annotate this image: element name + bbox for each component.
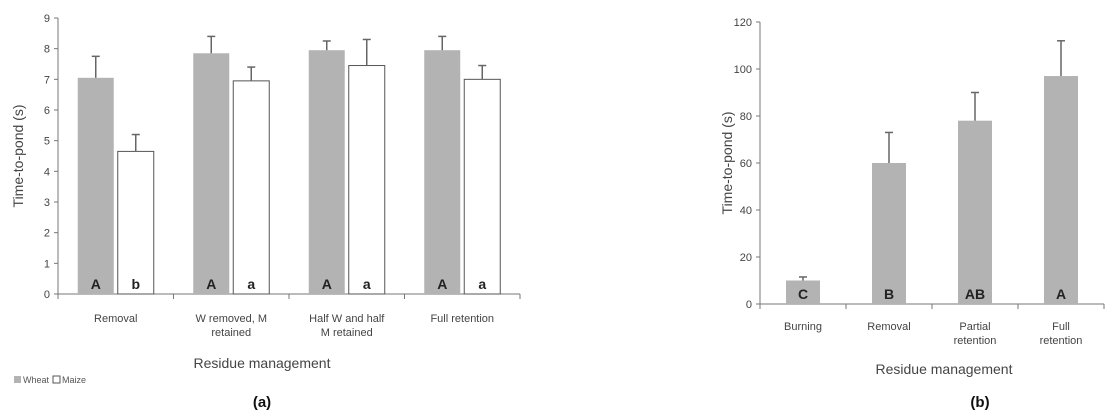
wheat-bar (308, 50, 345, 295)
error-bar (247, 66, 256, 81)
x-category-label: Removal (94, 313, 137, 325)
x-category-label: retained (211, 327, 251, 339)
chart-b: 0 20 40 60 80 100 120 C Burning B Removal AB Partial… (719, 17, 1105, 411)
error-bar (885, 131, 893, 163)
error-bar (971, 91, 979, 121)
y-tick-label: 4 (44, 166, 50, 178)
maize-bar (348, 65, 386, 295)
significance-letter: a (478, 276, 486, 292)
error-bar (131, 133, 140, 152)
y-tick-label: 120 (734, 17, 752, 29)
x-category-label: Full retention (430, 313, 494, 325)
wheat-bar (77, 77, 114, 294)
significance-letter: A (91, 276, 101, 292)
panel-label: (a) (253, 394, 271, 411)
significance-letter: A (1056, 286, 1066, 302)
y-axis-title: Time-to-pond (s) (719, 112, 735, 215)
y-tick-label: 3 (44, 197, 50, 209)
significance-letter: C (798, 286, 808, 302)
x-category-label: Removal (867, 321, 910, 333)
error-bar (362, 38, 371, 66)
bar (1044, 76, 1078, 304)
y-tick-label: 60 (740, 158, 752, 170)
y-tick-label: 80 (740, 111, 752, 123)
y-tick-label: 100 (734, 64, 752, 76)
error-bar (478, 64, 487, 80)
error-bar (207, 35, 216, 54)
x-category-label: retention (954, 335, 997, 347)
x-category-label: Half W and half (309, 313, 385, 325)
bar (872, 163, 906, 304)
panel-label: (b) (970, 394, 989, 411)
y-tick-label: 0 (746, 299, 752, 311)
y-tick-label: 6 (44, 105, 50, 117)
x-category-label: Burning (784, 321, 822, 333)
error-bar (799, 276, 807, 281)
error-bar (91, 55, 100, 78)
significance-letter: B (884, 286, 894, 302)
y-tick-label: 8 (44, 44, 50, 56)
legend-label-wheat: Wheat (23, 375, 50, 385)
x-category-label: M retained (321, 327, 373, 339)
y-tick-label: 2 (44, 228, 50, 240)
maize-bar (232, 80, 270, 295)
error-bar (438, 35, 447, 51)
maize-bar (117, 150, 155, 295)
y-tick-label: 1 (44, 258, 50, 270)
x-category-label: W removed, M (195, 313, 267, 325)
error-bar (1057, 40, 1065, 77)
error-bar (322, 40, 331, 51)
significance-letter: b (131, 276, 140, 292)
y-axis-title: Time-to-pond (s) (10, 105, 26, 208)
bar (958, 120, 992, 304)
x-category-label: Partial (959, 321, 990, 333)
y-tick-label: 20 (740, 252, 752, 264)
y-tick-label: 9 (44, 13, 50, 25)
wheat-bar (424, 50, 461, 295)
significance-letter: A (322, 276, 332, 292)
bar (786, 280, 820, 304)
chart-a: 0 1 2 3 4 5 6 7 8 9 A b Removal A a W removed, M retaine… (10, 13, 521, 411)
significance-letter: a (247, 276, 255, 292)
wheat-bar (193, 53, 230, 295)
legend-label-maize: Maize (62, 375, 86, 385)
significance-letter: A (437, 276, 447, 292)
maize-bar (463, 78, 501, 295)
legend: Wheat Maize (14, 375, 86, 385)
y-tick-label: 0 (44, 289, 50, 301)
legend-swatch-wheat (14, 376, 21, 383)
x-axis-title: Residue management (876, 361, 1013, 377)
y-tick-label: 40 (740, 205, 752, 217)
x-axis-title: Residue management (194, 355, 331, 371)
significance-letter: A (206, 276, 216, 292)
legend-swatch-maize (52, 375, 61, 384)
y-tick-label: 7 (44, 74, 50, 86)
significance-letter: a (363, 276, 371, 292)
significance-letter: AB (965, 286, 985, 302)
y-tick-label: 5 (44, 136, 50, 148)
x-category-label: Full (1052, 321, 1070, 333)
x-category-label: retention (1040, 335, 1083, 347)
